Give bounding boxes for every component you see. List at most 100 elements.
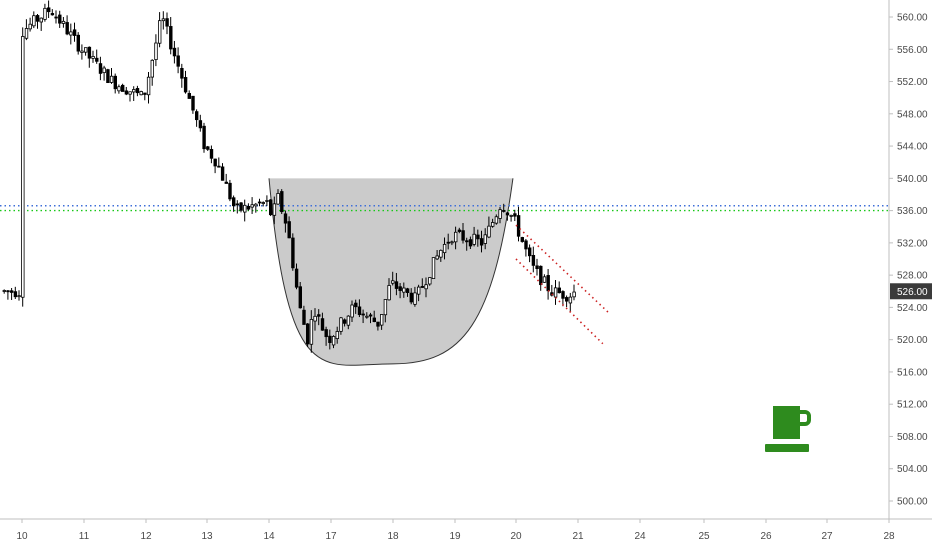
candle-body [453, 231, 458, 243]
candle-body [6, 290, 10, 293]
y-tick-label: 544.00 [897, 142, 928, 153]
cup-pattern-layer [268, 178, 514, 366]
x-tick-label: 11 [79, 531, 90, 542]
candle-body [368, 314, 373, 317]
cup-fill [269, 178, 513, 366]
candle-body [224, 181, 228, 184]
candle-body [35, 15, 40, 22]
candle-body [376, 321, 380, 327]
candle-body [206, 146, 210, 150]
candle-body [228, 182, 232, 200]
candle-body [239, 202, 243, 211]
candle-body [539, 265, 543, 286]
candle-body [261, 202, 265, 204]
candle-body [65, 22, 69, 35]
candle-body [394, 281, 399, 289]
candle-body [268, 199, 273, 216]
candle-body [265, 200, 269, 202]
candle-body [198, 120, 203, 129]
x-tick-label: 13 [201, 531, 213, 542]
candle-body [391, 280, 395, 284]
candle-body [220, 166, 225, 181]
candle-body [565, 297, 569, 302]
candle-body [502, 210, 506, 212]
candle-body [553, 287, 558, 298]
x-tick-label: 12 [140, 531, 152, 542]
candle-body [487, 225, 491, 238]
candle-body [287, 221, 291, 239]
candle-body [479, 238, 484, 246]
y-tick-label: 512.00 [897, 400, 928, 411]
candle-body [250, 204, 254, 208]
candle-body [191, 95, 195, 111]
candle-body [117, 86, 121, 92]
x-tick-label: 27 [821, 531, 833, 542]
candle-body [143, 92, 147, 95]
candle-body [54, 16, 58, 19]
candle-body [150, 59, 154, 78]
candle-body [505, 212, 510, 216]
y-tick-label: 524.00 [897, 303, 928, 314]
candle-body [72, 29, 77, 36]
x-tick-label: 14 [263, 531, 275, 542]
cup-outline [268, 178, 514, 366]
candle-body [405, 288, 410, 293]
y-tick-label: 520.00 [897, 335, 928, 346]
candle-body [254, 203, 258, 207]
y-tick-label: 548.00 [897, 109, 928, 120]
candle-body [9, 290, 14, 293]
candle-body [357, 306, 362, 315]
x-tick-label: 18 [387, 531, 399, 542]
candle-body [490, 222, 495, 227]
y-tick-label: 532.00 [897, 238, 928, 249]
candle-body [80, 50, 84, 53]
candle-body [305, 323, 310, 345]
candle-body [157, 20, 162, 44]
candle-body [379, 314, 384, 326]
candle-body [154, 42, 158, 60]
candle-body [328, 335, 332, 343]
y-tick-label: 516.00 [897, 367, 928, 378]
candle-body [446, 241, 450, 244]
candle-body [439, 249, 443, 258]
channel-lines-layer [515, 224, 610, 345]
candle-body [146, 76, 151, 96]
candle-body [139, 91, 143, 96]
candle-body [13, 291, 18, 298]
candle-body [50, 13, 55, 16]
candle-body [183, 77, 188, 93]
candle-body [187, 93, 191, 99]
candle-body [354, 302, 358, 308]
candle-body [531, 254, 536, 266]
candle-body [524, 240, 528, 250]
candle-body [209, 149, 214, 159]
candle-body [106, 69, 110, 84]
candle-body [320, 318, 325, 331]
candle-body [542, 276, 547, 283]
candle-body [165, 18, 169, 27]
candle-body [180, 67, 184, 79]
candle-body [194, 111, 199, 121]
candle-body [372, 317, 376, 322]
candle-body [339, 317, 343, 332]
x-tick-label: 20 [510, 531, 522, 542]
candle-body [457, 229, 462, 232]
candle-body [294, 268, 299, 288]
channel-line-2 [515, 258, 604, 345]
channel-line-1 [515, 224, 610, 314]
candle-body [413, 292, 417, 305]
candle-body [561, 291, 565, 299]
candle-body [383, 299, 388, 316]
candle-body [450, 241, 454, 244]
candle-body [435, 255, 439, 260]
candle-body [217, 165, 221, 168]
candle-body [324, 329, 328, 338]
y-tick-label: 508.00 [897, 432, 928, 443]
candle-body [365, 315, 369, 318]
candle-body [568, 296, 573, 304]
candle-body [424, 284, 428, 290]
candle-body [47, 7, 51, 13]
candle-body [331, 336, 336, 346]
candle-body [428, 277, 432, 285]
